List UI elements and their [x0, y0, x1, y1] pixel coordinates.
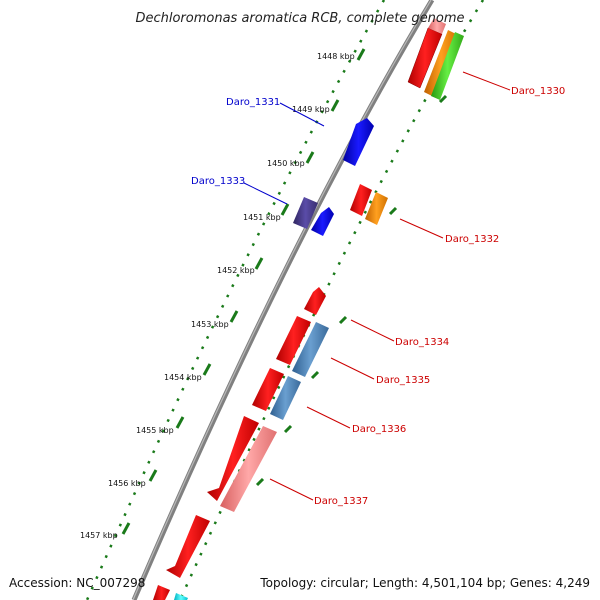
gene-arrow-red-1335[interactable]	[276, 316, 311, 365]
gene-arrow-steel-1336[interactable]	[270, 376, 301, 420]
gene-arrow-green[interactable]	[431, 32, 464, 100]
ruler-arc	[85, 0, 386, 600]
ruler-label: 1457 kbp	[80, 531, 118, 540]
gene-arrow-red-lower[interactable]	[166, 515, 210, 578]
gene-features	[153, 18, 464, 600]
ruler-label: 1453 kbp	[191, 320, 229, 329]
map-title: Dechloromonas aromatica RCB, complete ge…	[135, 11, 464, 26]
ruler-labels: 1448 kbp 1449 kbp 1450 kbp 1451 kbp 1452…	[80, 52, 355, 540]
gene-arrow-red-1336[interactable]	[252, 368, 284, 411]
gene-arrow-cyan-bottom[interactable]	[174, 593, 188, 600]
gene-arrow-pink[interactable]	[428, 18, 446, 34]
gene-arrow-blue-1331[interactable]	[343, 118, 374, 166]
ruler-ticks	[121, 48, 366, 535]
gene-label-daro-1331[interactable]: Daro_1331	[226, 97, 280, 108]
gene-arrow-red-1332a[interactable]	[350, 184, 372, 216]
ruler-label: 1449 kbp	[292, 105, 330, 114]
accession-text: Accession: NC_007298	[9, 576, 145, 590]
gene-arrow-orange-1332[interactable]	[365, 192, 388, 225]
genome-summary-text: Topology: circular; Length: 4,501,104 bp…	[259, 576, 590, 590]
gene-label-daro-1336[interactable]: Daro_1336	[352, 424, 406, 435]
gene-arrow-steel-1335[interactable]	[292, 322, 329, 377]
ruler-label: 1455 kbp	[136, 426, 174, 435]
gene-label-daro-1334[interactable]: Daro_1334	[395, 337, 449, 348]
gene-label-daro-1337[interactable]: Daro_1337	[314, 496, 368, 507]
gene-arrow-red-1334[interactable]	[304, 287, 326, 315]
leader-lines	[243, 71, 511, 501]
ruler-label: 1448 kbp	[317, 52, 355, 61]
gene-label-daro-1335[interactable]: Daro_1335	[376, 375, 430, 386]
gene-arrow-pink-1337[interactable]	[220, 426, 277, 512]
ruler-label: 1454 kbp	[164, 373, 202, 382]
ruler-label: 1456 kbp	[108, 479, 146, 488]
gene-label-daro-1332[interactable]: Daro_1332	[445, 234, 499, 245]
ruler-label: 1450 kbp	[267, 159, 305, 168]
gene-label-daro-1330[interactable]: Daro_1330	[511, 86, 565, 97]
gene-label-daro-1333[interactable]: Daro_1333	[191, 176, 245, 187]
ruler-label: 1452 kbp	[217, 266, 255, 275]
inner-track-ticks	[255, 94, 448, 487]
gene-arrow-red-bottom[interactable]	[153, 585, 170, 600]
ruler-label: 1451 kbp	[243, 213, 281, 222]
gene-labels: Daro_1330 Daro_1331 Daro_1332 Daro_1333 …	[191, 86, 565, 507]
gene-arrow-red-1337[interactable]	[207, 416, 259, 501]
gene-arrow-blue-1333[interactable]	[311, 207, 334, 236]
gene-arrow-purple-1333[interactable]	[293, 197, 318, 229]
genome-backbone	[131, 0, 435, 600]
